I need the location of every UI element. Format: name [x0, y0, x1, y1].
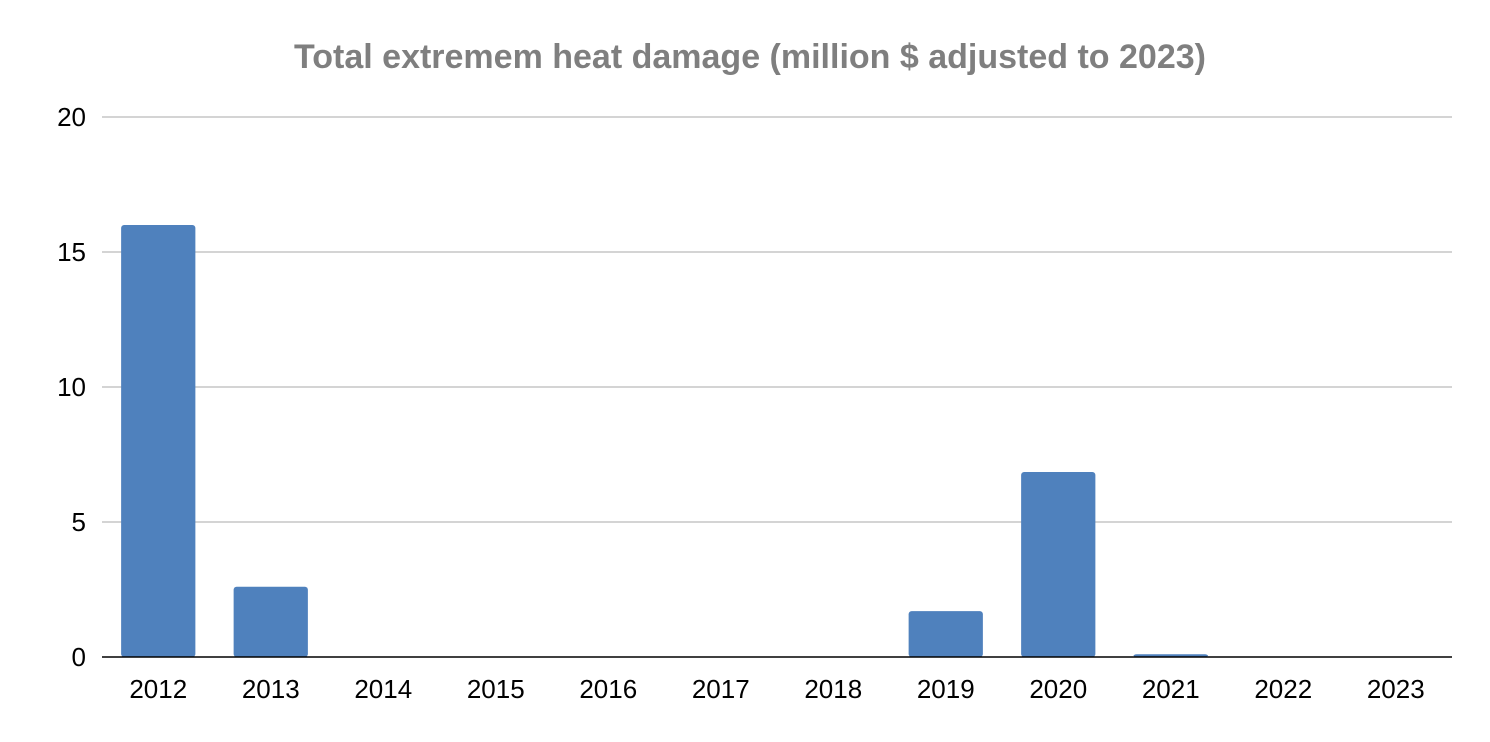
- x-tick-label: 2015: [467, 674, 525, 704]
- x-tick-label: 2016: [579, 674, 637, 704]
- bar-2012: [121, 225, 196, 657]
- x-tick-labels: 2012 2013 2014 2015 2016 2017 2018 2019 2020 2021…: [129, 674, 1424, 704]
- y-tick-label: 10: [57, 372, 86, 402]
- bars: [121, 225, 1208, 657]
- gridlines: [102, 116, 1452, 523]
- x-tick-label: 2018: [804, 674, 862, 704]
- bar-2020: [1021, 472, 1096, 657]
- y-tick-label: 15: [57, 237, 86, 267]
- bar-2013: [233, 586, 308, 657]
- y-tick-label: 20: [57, 102, 86, 132]
- x-tick-label: 2023: [1367, 674, 1425, 704]
- x-tick-label: 2022: [1254, 674, 1312, 704]
- x-tick-label: 2020: [1029, 674, 1087, 704]
- x-tick-label: 2012: [129, 674, 187, 704]
- x-tick-label: 2017: [692, 674, 750, 704]
- chart-title: Total extremem heat damage (million $ ad…: [294, 38, 1206, 76]
- bar-2019: [908, 611, 983, 657]
- y-tick-label: 5: [72, 507, 86, 537]
- y-tick-label: 0: [72, 642, 86, 672]
- x-tick-label: 2013: [242, 674, 300, 704]
- x-tick-label: 2019: [917, 674, 975, 704]
- x-tick-label: 2021: [1142, 674, 1200, 704]
- x-tick-label: 2014: [354, 674, 412, 704]
- y-tick-labels: 0 5 10 15 20: [57, 102, 86, 672]
